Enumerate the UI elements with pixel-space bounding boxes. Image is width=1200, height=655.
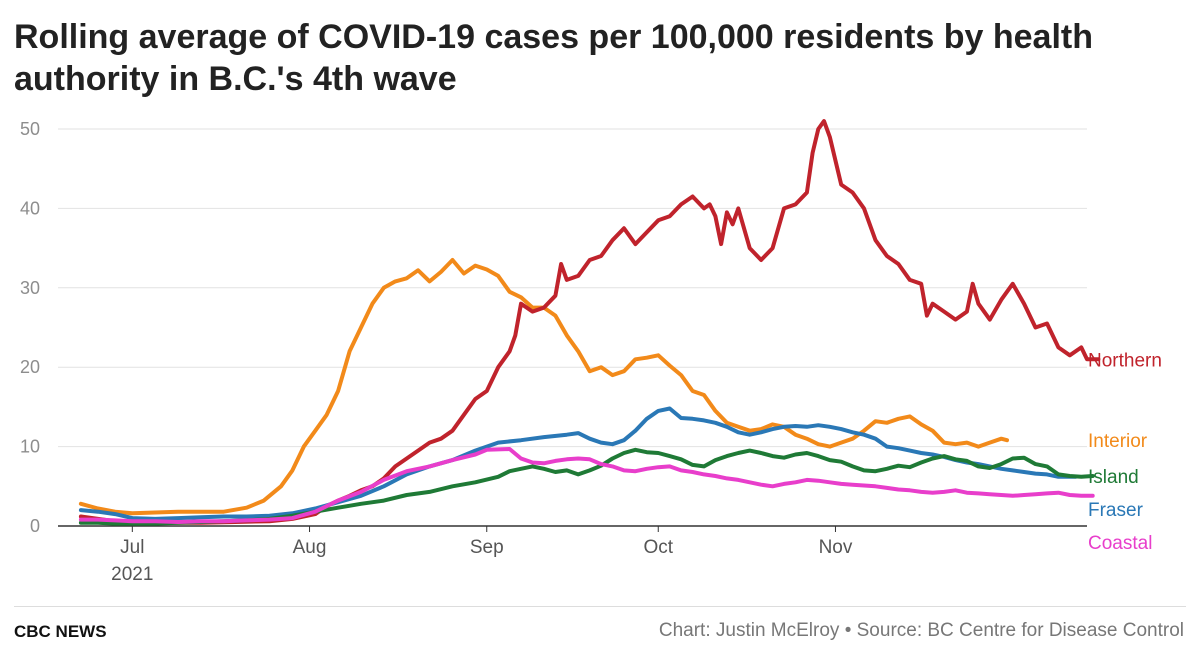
y-tick-label: 50 (20, 119, 40, 139)
series-line-northern (78, 119, 1101, 525)
series-label-northern: Northern (1088, 350, 1162, 371)
series-label-coastal: Coastal (1088, 533, 1152, 554)
y-axis: 0 10 20 30 40 50 (20, 119, 40, 536)
chart-footer: CBC NEWS Chart: Justin McElroy • Source:… (0, 606, 1200, 655)
gridlines (58, 128, 1087, 527)
series-line-coastal (78, 447, 1095, 524)
line-chart: 0 10 20 30 40 50 Jul 2021 Aug Sep Oct Nov Northern… (20, 119, 1162, 585)
series-label-interior: Interior (1088, 431, 1148, 452)
series-label-fraser: Fraser (1088, 500, 1144, 521)
x-tick-label: Aug (293, 537, 327, 558)
x-tick-label: Jul (120, 537, 144, 558)
y-tick-label: 10 (20, 437, 40, 457)
x-axis: Jul 2021 Aug Sep Oct Nov (111, 526, 853, 585)
y-tick-label: 30 (20, 278, 40, 298)
x-tick-label: Sep (470, 537, 504, 558)
y-tick-label: 0 (30, 516, 40, 536)
chart-title: Rolling average of COVID-19 cases per 10… (14, 18, 1094, 98)
y-tick-label: 20 (20, 357, 40, 377)
series-line-interior (78, 258, 1009, 516)
y-tick-label: 40 (20, 198, 40, 218)
series-labels: Northern Interior Island Fraser Coastal (1088, 350, 1162, 554)
x-tick-label: Nov (819, 537, 853, 558)
series-label-island: Island (1088, 467, 1139, 488)
series-lines (78, 119, 1101, 526)
brand-logo-text: CBC NEWS (14, 622, 107, 641)
series-line-island (78, 447, 1095, 526)
chart-credit: Chart: Justin McElroy • Source: BC Centr… (658, 620, 1184, 641)
x-tick-sublabel: 2021 (111, 564, 153, 585)
footer-divider (14, 606, 1186, 607)
x-tick-label: Oct (643, 537, 673, 558)
